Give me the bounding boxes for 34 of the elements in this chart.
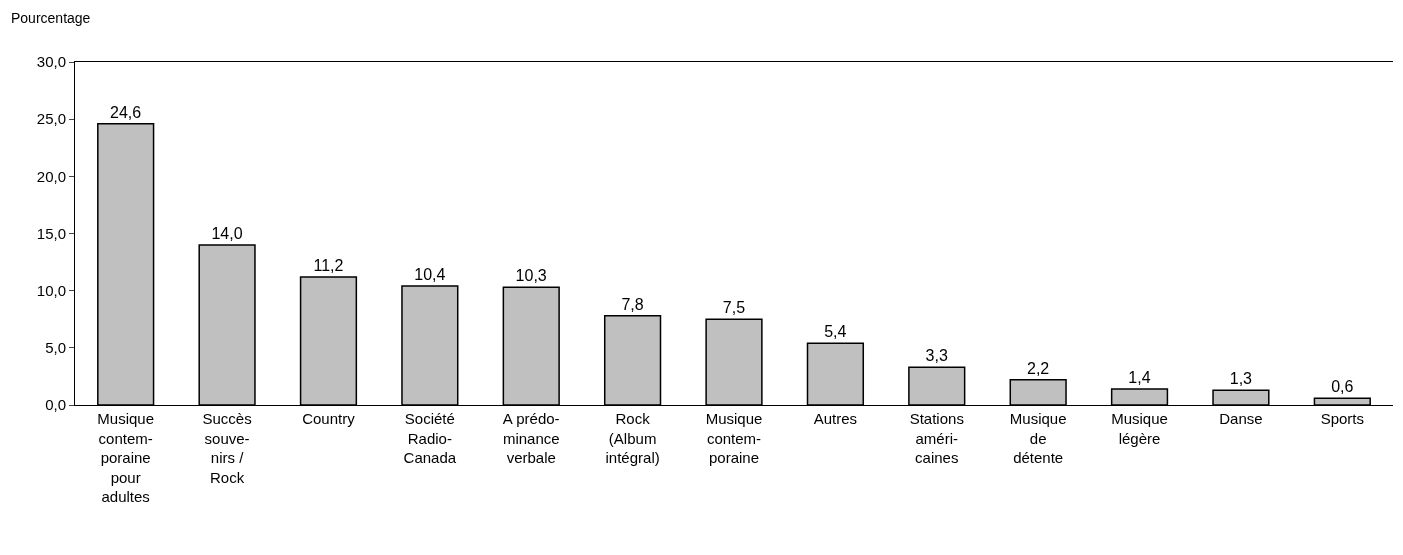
- y-tick-label: 5,0: [45, 339, 66, 357]
- data-label: 7,5: [722, 299, 746, 317]
- data-label: 1,3: [1229, 370, 1253, 388]
- x-tick-label: Musique contem- poraine pour adultes: [97, 410, 155, 505]
- data-label: 1,4: [1128, 368, 1151, 386]
- x-tick-label: Succès souve- nirs / Rock: [202, 410, 252, 486]
- x-tick-label: Société Radio- Canada: [403, 410, 457, 466]
- x-tick-label: Stations améri- caines: [909, 410, 964, 466]
- data-label: 10,4: [414, 266, 446, 284]
- data-label: 3,3: [925, 347, 948, 365]
- x-tick-label: Musique légère: [1111, 410, 1168, 447]
- x-tick-label: Sports: [1320, 410, 1364, 427]
- data-label: 14,0: [211, 224, 243, 242]
- x-tick-label: A prédo- minance verbale: [502, 410, 560, 466]
- x-tick-label: Danse: [1219, 410, 1263, 427]
- y-tick-label: 10,0: [36, 281, 66, 299]
- x-tick-label: Musique de détente: [1009, 410, 1067, 466]
- x-tick-label: Country: [302, 410, 356, 427]
- y-tick-label: 30,0: [36, 53, 66, 71]
- y-tick-label: 0,0: [45, 396, 66, 414]
- data-label: 11,2: [313, 256, 344, 274]
- y-tick-label: 15,0: [36, 224, 66, 242]
- data-label: 0,6: [1331, 378, 1354, 396]
- data-label: 2,2: [1026, 359, 1050, 377]
- x-tick-label: Musique contem- poraine: [705, 410, 763, 466]
- y-tick-label: 25,0: [36, 110, 66, 128]
- data-label: 5,4: [824, 323, 847, 341]
- x-tick-label: Autres: [813, 410, 858, 427]
- x-tick-label: Rock (Album intégral): [605, 410, 660, 466]
- data-label: 24,6: [110, 103, 142, 121]
- data-label: 10,3: [515, 267, 547, 285]
- y-tick-label: 20,0: [36, 167, 66, 185]
- y-axis-title: Pourcentage: [11, 10, 91, 26]
- data-label: 7,8: [621, 295, 644, 313]
